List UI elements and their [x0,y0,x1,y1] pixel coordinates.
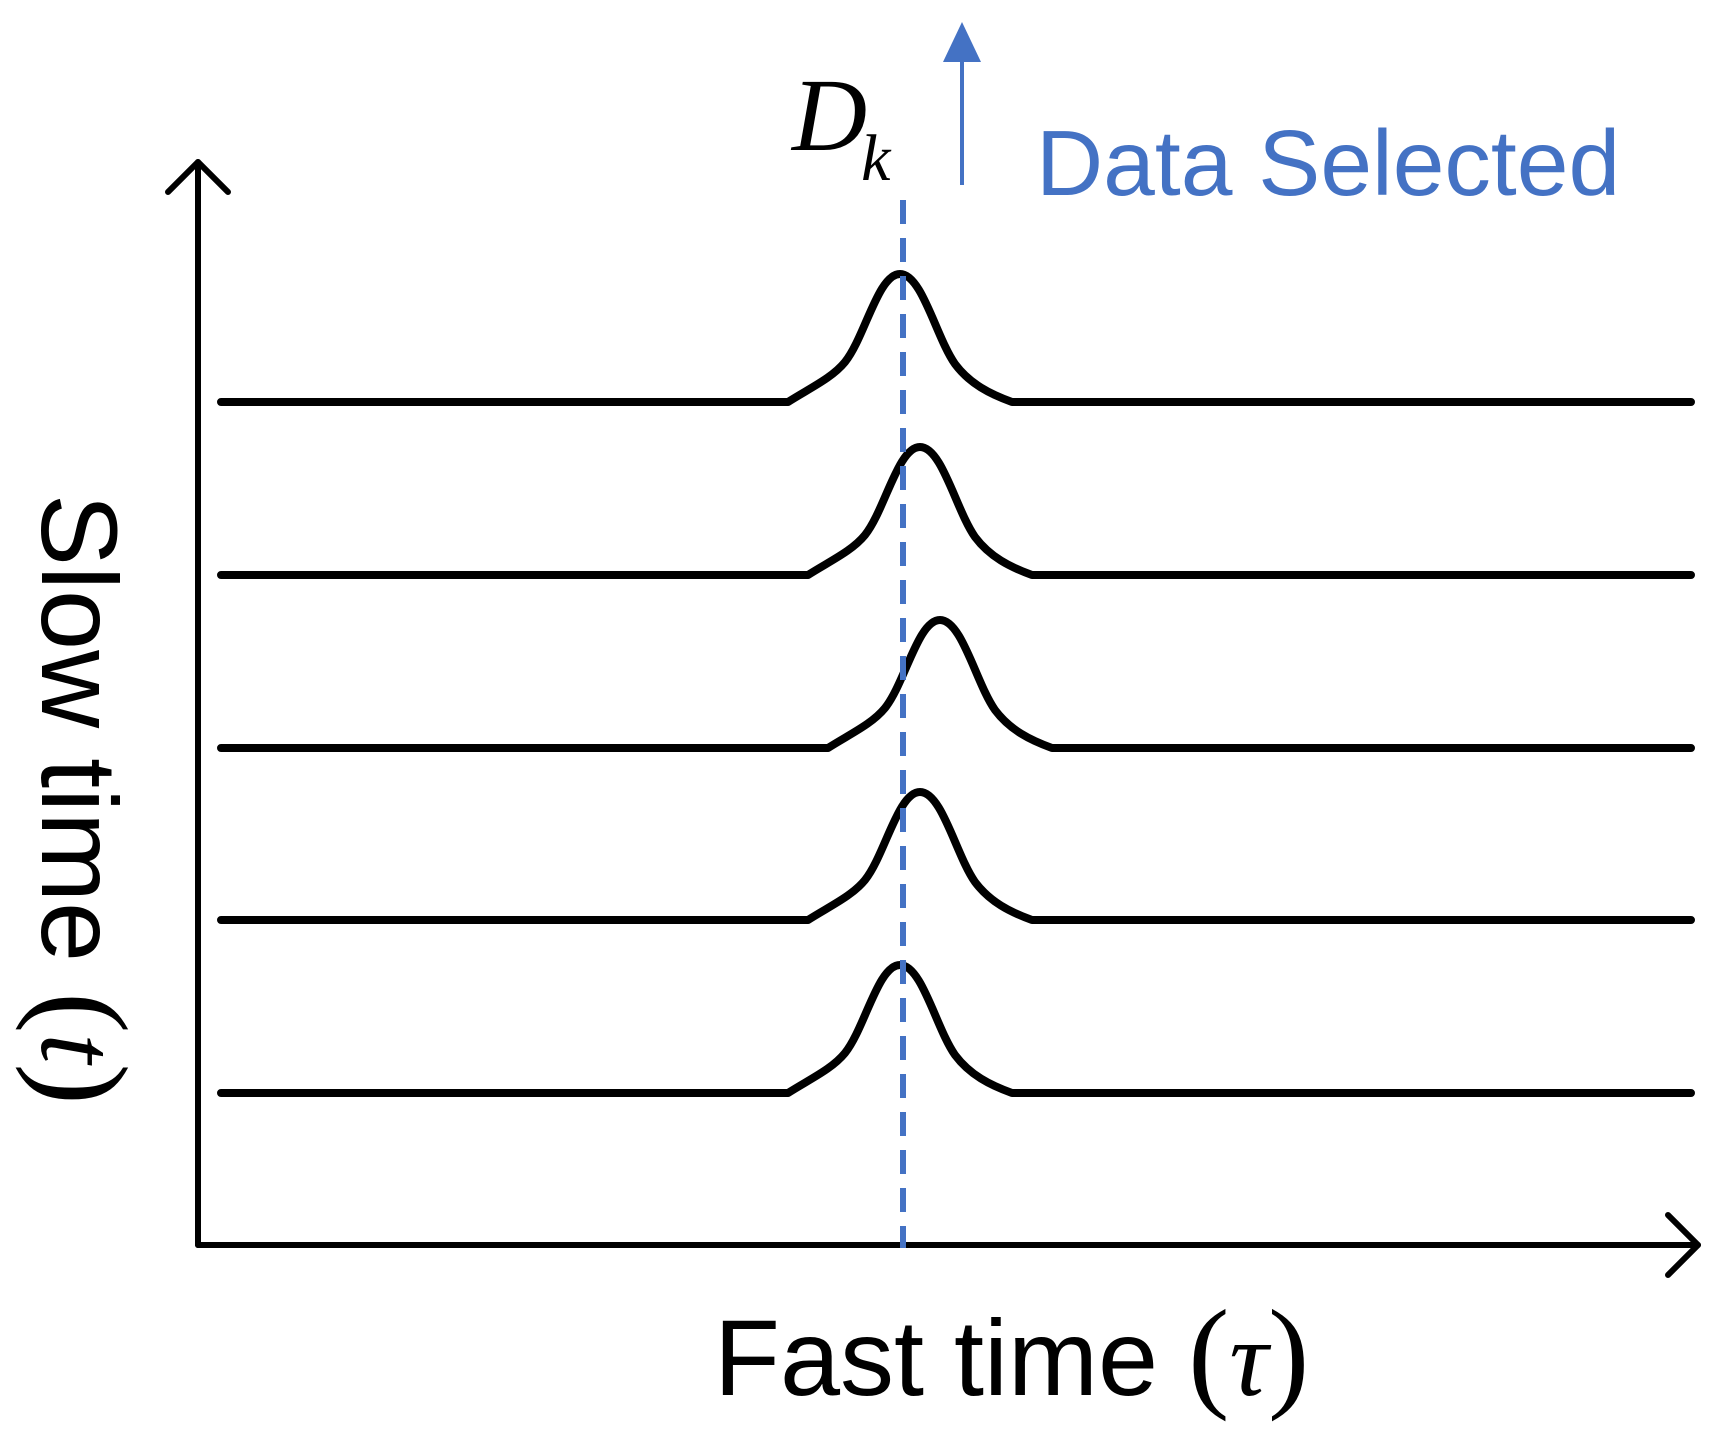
y-axis-label-text: Slow time [19,494,140,992]
data-selected-arrowhead [943,22,981,62]
echo-trace-5 [217,961,1695,1097]
echo-trace-4 [217,788,1695,924]
dk-symbol-main: D [790,58,867,173]
x-axis-label: Fast time (τ) [714,1285,1309,1422]
y-axis-arrowhead [165,159,231,195]
x-axis-symbol: τ [1229,1300,1271,1419]
echo-traces [217,270,1695,1097]
dk-symbol-subscript: k [861,122,892,195]
y-axis-close-paren: ) [15,1063,152,1104]
x-axis-label-text: Fast time [714,1297,1188,1418]
data-selected-label: Data Selected [1036,111,1620,215]
echo-trace-2 [217,443,1695,579]
y-axis-open-paren: ( [15,992,152,1033]
x-axis-arrowhead [1665,1212,1701,1278]
y-axis-symbol: t [18,1033,137,1066]
x-axis-open-paren: ( [1188,1285,1229,1422]
axes [165,159,1701,1278]
x-axis-close-paren: ) [1268,1285,1309,1422]
y-axis-label: Slow time (t) [15,494,152,1105]
echo-trace-3 [217,616,1695,752]
dk-symbol: Dk [790,58,892,195]
echo-trace-1 [217,270,1695,406]
